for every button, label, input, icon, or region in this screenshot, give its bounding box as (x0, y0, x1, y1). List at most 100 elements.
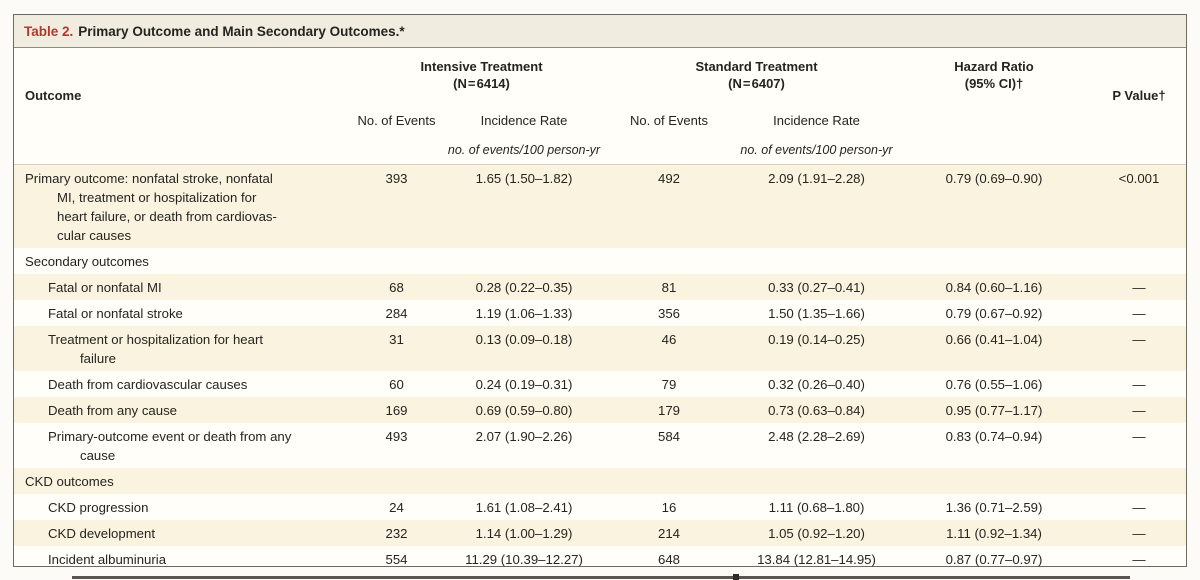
rate-intensive-value: 1.65 (1.50–1.82) (475, 170, 573, 186)
outcome-label: Death from any cause (48, 402, 178, 418)
hazard-ratio-value: 0.79 (0.67–0.92) (945, 305, 1043, 321)
p-value: — (1132, 279, 1146, 295)
section-header-row: Secondary outcomes (14, 248, 1186, 274)
rate-standard-value: 1.50 (1.35–1.66) (768, 305, 865, 321)
events-intensive-value: 31 (389, 331, 404, 347)
events-standard-value: 648 (657, 551, 680, 567)
rate-standard-value: 13.84 (12.81–14.95) (757, 551, 876, 567)
rate-intensive-value: 1.61 (1.08–2.41) (475, 499, 573, 515)
rate-intensive-value: 0.28 (0.22–0.35) (475, 279, 573, 295)
events-intensive-value: 554 (385, 551, 408, 567)
events-standard-value: 16 (661, 499, 677, 515)
rate-standard-value: 0.19 (0.14–0.25) (768, 331, 865, 347)
header-units-row: no. of events/100 person-yr no. of event… (14, 135, 1186, 164)
outcome-label: Death from cardiovascular causes (48, 376, 248, 392)
hazard-ratio-value: 0.87 (0.77–0.97) (945, 551, 1043, 567)
rate-standard-value: 1.11 (0.68–1.80) (768, 499, 865, 515)
events-standard-value: 214 (657, 525, 680, 541)
p-value: — (1132, 525, 1146, 541)
cutoff-footnote-line (72, 576, 1130, 579)
table-row: CKD development 232 1.14 (1.00–1.29) 214 1.0… (14, 520, 1186, 546)
table-title-text: Primary Outcome and Main Secondary Outco… (78, 23, 405, 39)
units-label-standard: no. of events/100 person-yr (740, 142, 893, 157)
hazard-ratio-value: 1.36 (0.71–2.59) (945, 499, 1043, 515)
standard-treatment-line1: Standard Treatment (695, 59, 818, 74)
outcome-label: Fatal or nonfatal stroke (48, 305, 183, 321)
outcome-label: Fatal or nonfatal MI (48, 279, 162, 295)
table-row: Primary-outcome event or death from any … (14, 423, 1186, 468)
table-row: Incident albuminuria 554 11.29 (10.39–12.2… (14, 546, 1186, 572)
units-label-intensive: no. of events/100 person-yr (447, 142, 601, 157)
events-standard-value: 81 (661, 279, 677, 295)
table-row: Primary outcome: nonfatal stroke, nonfat… (14, 165, 1186, 248)
p-value: — (1132, 376, 1146, 392)
section-header-row: CKD outcomes (14, 468, 1186, 494)
outcome-column-header: Outcome (25, 88, 82, 103)
events-standard-value: 356 (657, 305, 680, 321)
standard-treatment-n: (N = 6407) (728, 76, 785, 91)
rate-intensive-value: 11.29 (10.39–12.27) (465, 551, 583, 567)
hazard-ratio-line1: Hazard Ratio (954, 59, 1034, 74)
rate-standard-value: 0.73 (0.63–0.84) (768, 402, 865, 418)
rate-standard-value: 2.48 (2.28–2.69) (768, 428, 865, 444)
events-standard-value: 46 (661, 331, 677, 347)
table-number-label: Table 2. (24, 23, 74, 39)
p-value-header: P Value† (1112, 88, 1166, 103)
outcome-label: CKD progression (48, 499, 149, 515)
events-intensive-value: 393 (385, 170, 408, 186)
rate-subheader-standard: Incidence Rate (773, 113, 860, 128)
p-value: — (1132, 402, 1146, 418)
events-intensive-value: 284 (385, 305, 408, 321)
table-header: Outcome Intensive Treatment (N = 6414) S… (14, 48, 1186, 165)
hazard-ratio-value: 0.84 (0.60–1.16) (945, 279, 1043, 295)
rate-intensive-value: 0.13 (0.09–0.18) (475, 331, 573, 347)
standard-treatment-header: Standard Treatment (N = 6407) (609, 54, 904, 92)
rate-intensive-value: 1.19 (1.06–1.33) (475, 305, 573, 321)
events-standard-value: 179 (657, 402, 680, 418)
outcome-label: Primary-outcome event or death from any … (48, 428, 292, 463)
table-row: CKD progression 24 1.61 (1.08–2.41) 16 1.11 … (14, 494, 1186, 520)
table-row: Treatment or hospitalization for heart f… (14, 326, 1186, 371)
intensive-treatment-line1: Intensive Treatment (420, 59, 543, 74)
table-container: Table 2. Primary Outcome and Main Second… (13, 14, 1187, 567)
events-intensive-value: 232 (385, 525, 408, 541)
events-intensive-value: 24 (389, 499, 404, 515)
outcome-label: Treatment or hospitalization for heart f… (48, 331, 264, 366)
p-value: — (1132, 499, 1146, 515)
rate-standard-value: 0.32 (0.26–0.40) (768, 376, 865, 392)
hazard-ratio-value: 0.83 (0.74–0.94) (945, 428, 1043, 444)
rate-intensive-value: 1.14 (1.00–1.29) (475, 525, 573, 541)
table-row: Fatal or nonfatal MI 68 0.28 (0.22–0.35) 81… (14, 274, 1186, 300)
events-standard-value: 79 (661, 376, 677, 392)
hazard-ratio-value: 0.79 (0.69–0.90) (945, 170, 1043, 186)
hazard-ratio-value: 0.95 (0.77–1.17) (945, 402, 1043, 418)
events-subheader-intensive: No. of Events (357, 113, 436, 128)
events-intensive-value: 68 (389, 279, 404, 295)
events-standard-value: 584 (657, 428, 680, 444)
table-row: Fatal or nonfatal stroke 284 1.19 (1.06–1.… (14, 300, 1186, 326)
events-intensive-value: 493 (385, 428, 408, 444)
table-body: Primary outcome: nonfatal stroke, nonfat… (14, 165, 1186, 572)
table-row: Death from any cause 169 0.69 (0.59–0.80) 1… (14, 397, 1186, 423)
events-subheader-standard: No. of Events (629, 113, 709, 128)
table-title-bar: Table 2. Primary Outcome and Main Second… (14, 15, 1186, 48)
p-value: — (1132, 331, 1146, 347)
intensive-treatment-header: Intensive Treatment (N = 6414) (354, 54, 609, 92)
p-value: <0.001 (1118, 170, 1160, 186)
rate-intensive-value: 0.69 (0.59–0.80) (475, 402, 573, 418)
section-label: Secondary outcomes (25, 253, 149, 269)
events-intensive-value: 169 (385, 402, 408, 418)
cutoff-footnote-mark (733, 574, 739, 580)
header-group-row: Outcome Intensive Treatment (N = 6414) S… (14, 54, 1186, 106)
hazard-ratio-ci: (95% CI)† (964, 76, 1024, 91)
hazard-ratio-value: 0.76 (0.55–1.06) (945, 376, 1043, 392)
section-label: CKD outcomes (25, 473, 114, 489)
intensive-treatment-n: (N = 6414) (453, 76, 510, 91)
hazard-ratio-header: Hazard Ratio (95% CI)† (904, 54, 1084, 92)
p-value: — (1132, 551, 1146, 567)
events-intensive-value: 60 (389, 376, 404, 392)
hazard-ratio-value: 1.11 (0.92–1.34) (946, 525, 1042, 541)
rate-intensive-value: 0.24 (0.19–0.31) (475, 376, 573, 392)
rate-standard-value: 0.33 (0.27–0.41) (768, 279, 865, 295)
